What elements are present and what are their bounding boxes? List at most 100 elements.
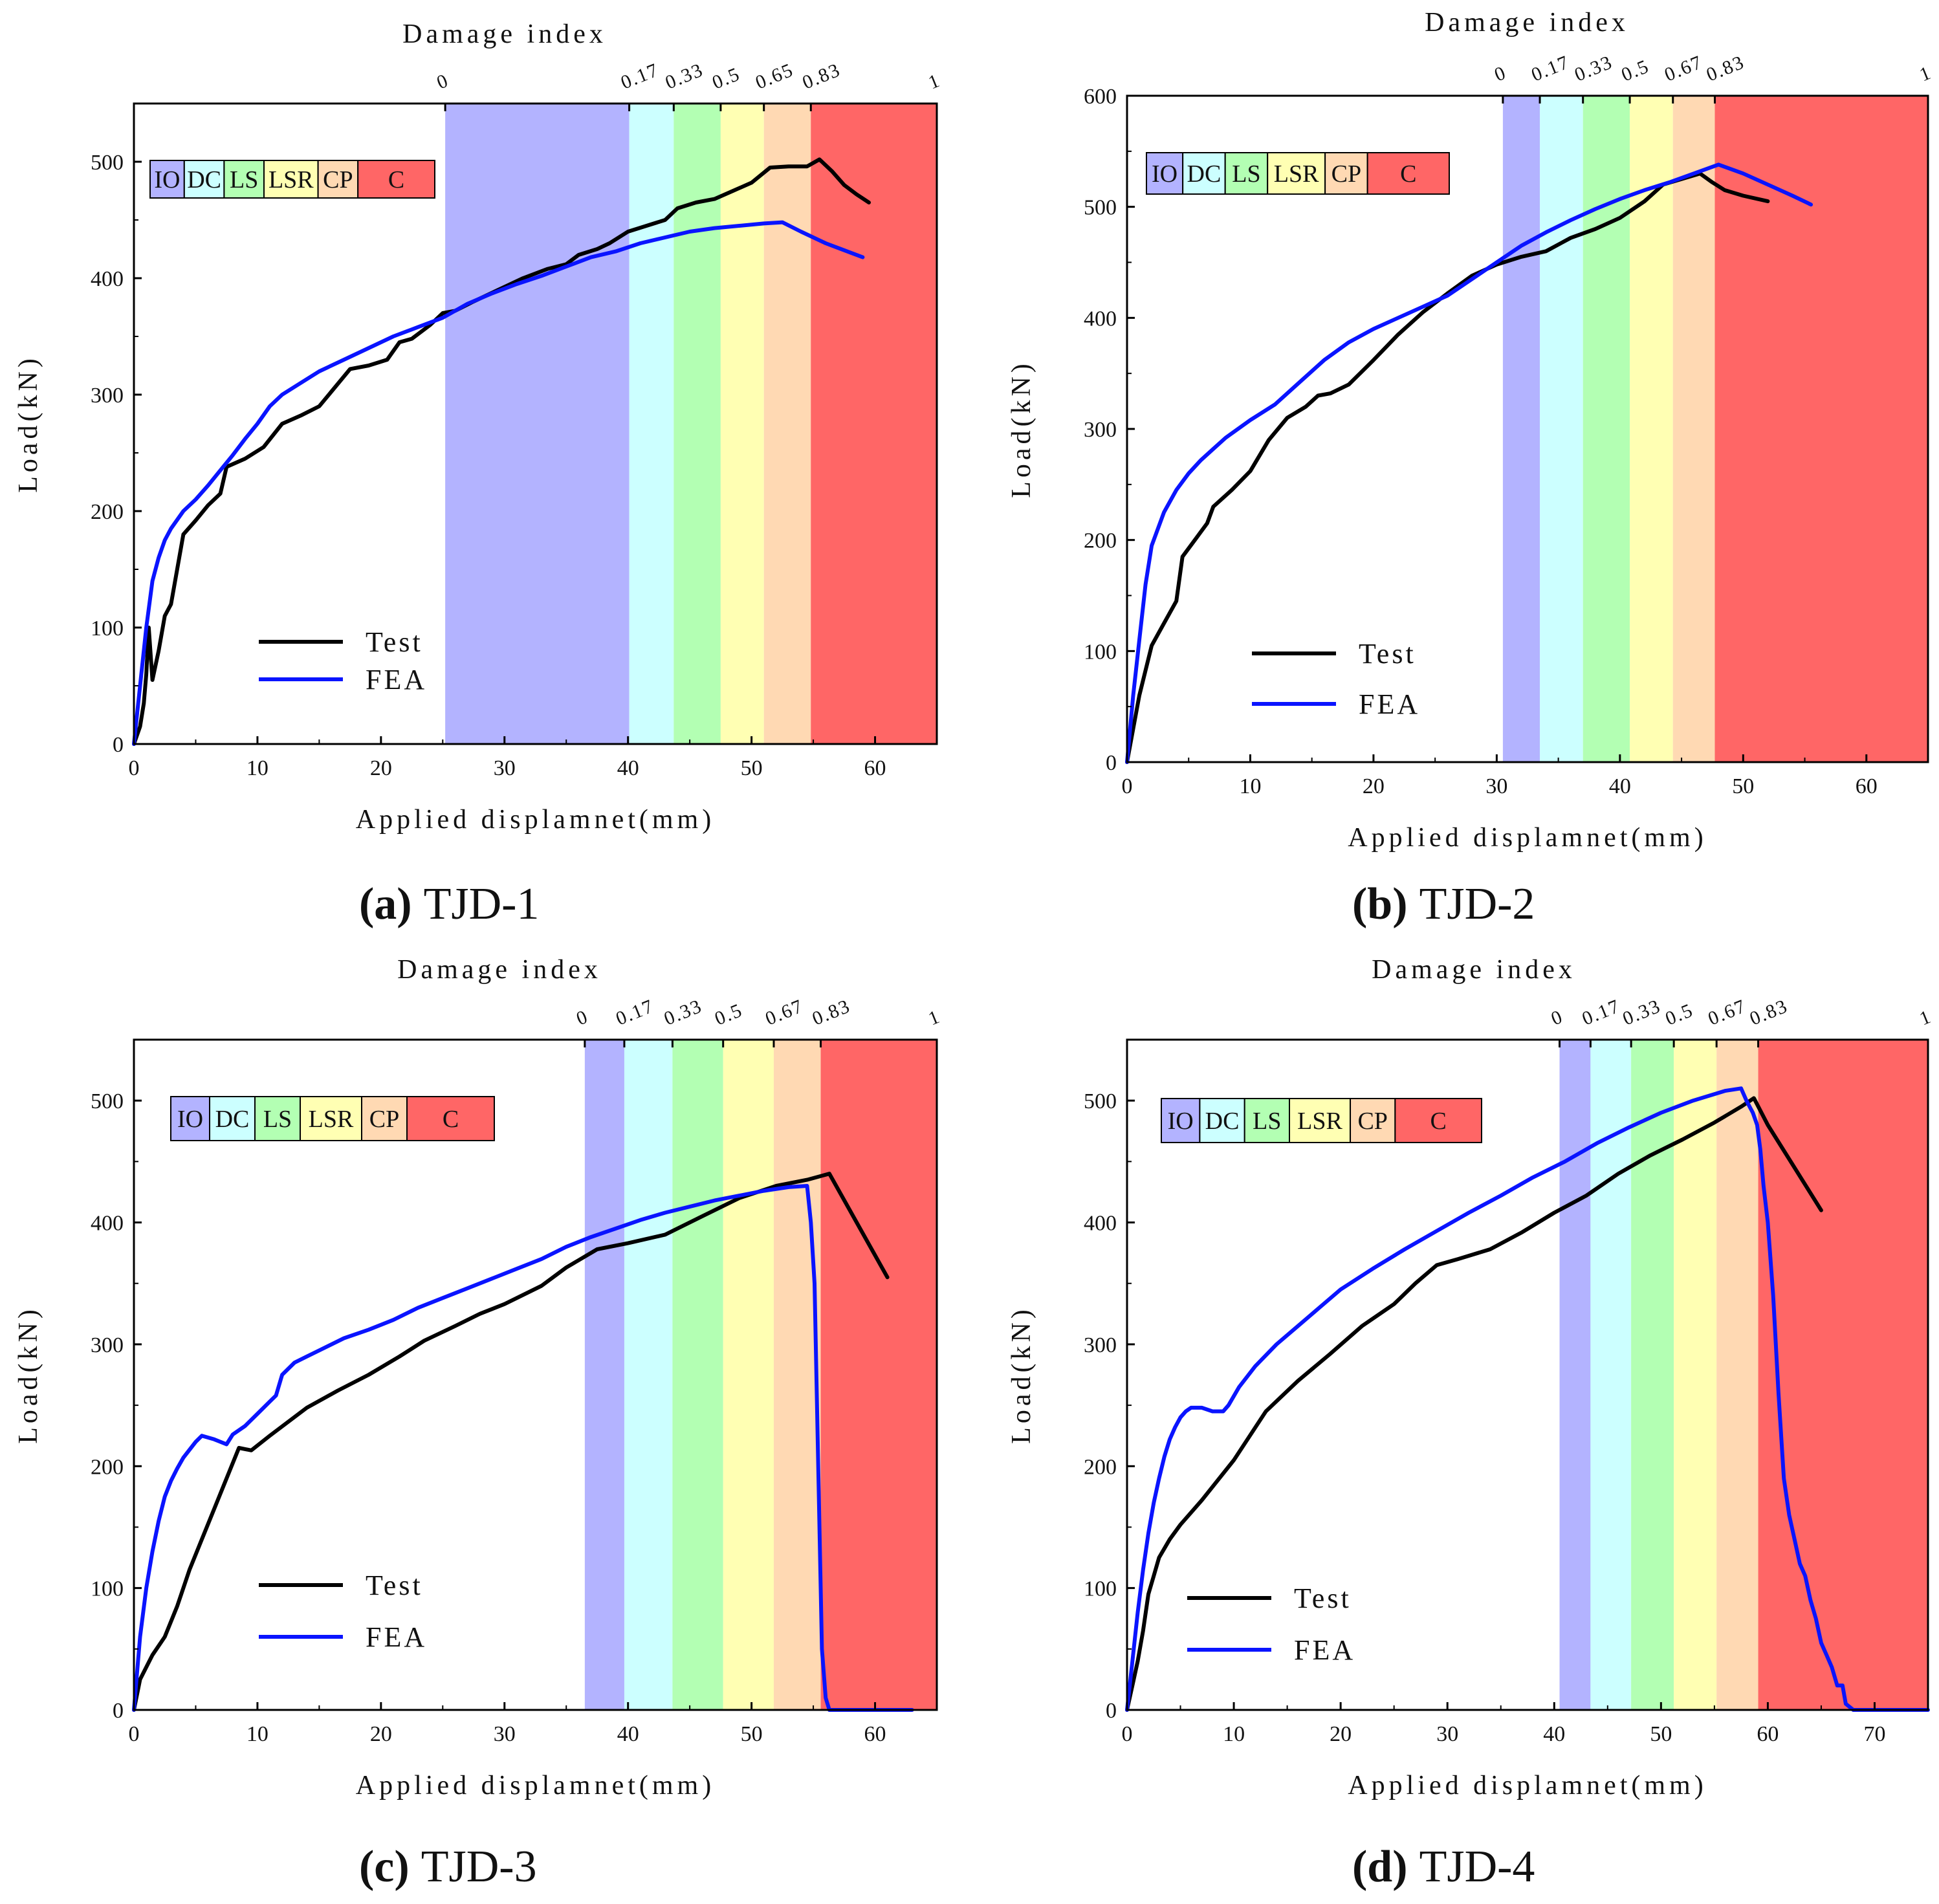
caption-letter: (a) xyxy=(359,879,412,929)
y-tick-label: 500 xyxy=(91,151,124,175)
x-tick-label: 40 xyxy=(617,1722,639,1746)
x-tick-label: 10 xyxy=(1239,774,1261,798)
y-axis-label: Load(kN) xyxy=(14,355,43,493)
zone-label-lsr: LSR xyxy=(1274,160,1319,188)
zone-label-ls: LS xyxy=(1253,1108,1281,1135)
x-tick-label: 10 xyxy=(1223,1722,1245,1746)
series-line-fea xyxy=(132,1184,914,1712)
x-tick-label: 50 xyxy=(1732,774,1754,798)
zone-box-io xyxy=(1146,152,1184,195)
damage-index-tick-label: 1 xyxy=(925,70,943,94)
damage-index-tick-label: 0.33 xyxy=(663,59,707,93)
zone-label-dc: DC xyxy=(187,166,221,193)
damage-zone-cp xyxy=(1672,96,1715,762)
x-tick-label: 0 xyxy=(1122,774,1133,798)
damage-zone-io xyxy=(584,1040,624,1710)
zone-label-io: IO xyxy=(1168,1108,1194,1135)
x-tick-label: 60 xyxy=(864,1722,886,1746)
damage-zone-cp xyxy=(1716,1040,1758,1710)
damage-zone-lsr xyxy=(723,1040,774,1710)
y-tick-label: 400 xyxy=(1084,1212,1117,1236)
plot-frame xyxy=(1126,1038,1929,1711)
panel-caption: (b) TJD-2 xyxy=(1352,879,1535,929)
damage-zone-c xyxy=(1714,96,1928,762)
y-tick-label: 300 xyxy=(91,384,124,408)
damage-zone-lsr xyxy=(1674,1040,1717,1710)
damage-index-title: Damage index xyxy=(1425,8,1629,38)
x-tick-label: 40 xyxy=(1609,774,1631,798)
zone-box-ls xyxy=(1243,1098,1290,1143)
zone-box-lsr xyxy=(263,160,319,199)
x-tick-label: 70 xyxy=(1863,1722,1885,1746)
y-axis-label: Load(kN) xyxy=(14,1306,43,1444)
x-tick-label: 30 xyxy=(1436,1722,1458,1746)
zone-label-dc: DC xyxy=(1187,160,1221,188)
caption-letter: (c) xyxy=(359,1842,410,1892)
damage-index-tick-label: 0.17 xyxy=(618,59,662,93)
zone-label-dc: DC xyxy=(215,1106,250,1133)
caption-letter: (b) xyxy=(1352,879,1408,929)
zone-label-ls: LS xyxy=(263,1106,292,1133)
x-tick-label: 30 xyxy=(1485,774,1507,798)
zone-label-ls: LS xyxy=(1232,160,1260,188)
zone-box-io xyxy=(170,1096,210,1141)
zone-label-cp: CP xyxy=(369,1106,399,1133)
zone-label-cp: CP xyxy=(1357,1108,1387,1135)
x-axis-label: Applied displamnet(mm) xyxy=(356,1771,715,1800)
damage-index-tick-label: 0 xyxy=(1548,1006,1566,1030)
damage-index-tick-label: 0.17 xyxy=(1579,995,1623,1029)
caption-name: TJD-2 xyxy=(1419,879,1535,929)
damage-zone-dc xyxy=(624,1040,673,1710)
damage-zone-ls xyxy=(1583,96,1630,762)
y-tick-label: 0 xyxy=(113,1699,124,1723)
damage-zone-ls xyxy=(674,104,721,744)
zone-box-ls xyxy=(1224,152,1269,195)
damage-index-tick-label: 0.83 xyxy=(800,59,844,93)
damage-index-title: Damage index xyxy=(402,19,607,49)
y-tick-label: 100 xyxy=(1084,640,1117,664)
zone-label-lsr: LSR xyxy=(1297,1108,1342,1135)
damage-index-tick-label: 0.83 xyxy=(809,995,853,1029)
zone-box-dc xyxy=(1199,1098,1245,1143)
x-tick-label: 50 xyxy=(741,1722,763,1746)
zone-label-c: C xyxy=(443,1106,459,1133)
zone-box-c xyxy=(406,1096,495,1141)
zone-label-lsr: LSR xyxy=(309,1106,354,1133)
damage-zone-c xyxy=(1758,1040,1928,1710)
y-tick-label: 300 xyxy=(1084,418,1117,442)
damage-zone-cp xyxy=(763,104,811,744)
damage-index-tick-label: 0 xyxy=(433,70,452,94)
panel-d: 0 10 20 30 40 50 60 70 0 100 200 300 400 500 0 0.170.33… xyxy=(1007,955,1934,1892)
x-tick-label: 40 xyxy=(617,756,639,780)
zone-box-c xyxy=(357,160,436,199)
legend-label-fea: FEA xyxy=(1294,1634,1355,1666)
y-tick-label: 0 xyxy=(113,733,124,757)
damage-index-tick-label: 1 xyxy=(925,1006,943,1030)
damage-index-tick-label: 0.33 xyxy=(1572,51,1616,85)
zone-label-io: IO xyxy=(177,1106,203,1133)
damage-index-title: Damage index xyxy=(397,955,602,985)
damage-index-tick-label: 0.67 xyxy=(1661,51,1705,85)
damage-index-tick-label: 0.67 xyxy=(762,995,806,1029)
zone-box-dc xyxy=(1182,152,1226,195)
zone-label-io: IO xyxy=(154,166,180,193)
damage-index-tick-label: 0.5 xyxy=(712,1000,746,1030)
damage-zone-io xyxy=(1502,96,1540,762)
y-tick-label: 400 xyxy=(1084,307,1117,331)
zone-box-cp xyxy=(1324,152,1368,195)
series-line-test xyxy=(132,157,871,746)
series-line-test xyxy=(1125,1096,1823,1712)
damage-zone-cp xyxy=(773,1040,821,1710)
x-axis-label: Applied displamnet(mm) xyxy=(1348,823,1707,853)
damage-index-tick-label: 1 xyxy=(1916,1006,1934,1030)
y-tick-label: 100 xyxy=(91,617,124,640)
damage-index-tick-label: 0 xyxy=(573,1006,591,1030)
damage-index-tick-label: 0.5 xyxy=(1662,1000,1696,1030)
y-axis-label: Load(kN) xyxy=(1007,360,1036,498)
legend-label-fea: FEA xyxy=(366,664,427,695)
damage-zone-dc xyxy=(1540,96,1583,762)
zone-label-lsr: LSR xyxy=(268,166,314,193)
